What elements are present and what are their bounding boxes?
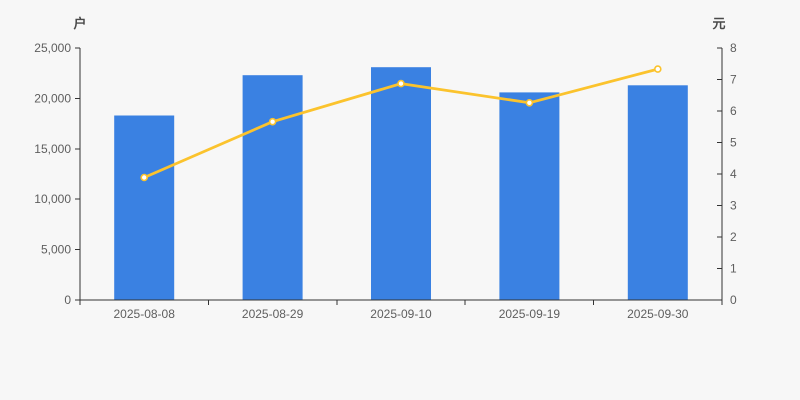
- y-right-tick-label: 4: [730, 167, 737, 181]
- x-axis-label: 2025-08-08: [114, 307, 176, 321]
- y-right-tick-label: 2: [730, 230, 737, 244]
- x-axis-label: 2025-09-10: [370, 307, 432, 321]
- x-axis-label: 2025-09-30: [627, 307, 689, 321]
- y-left-tick-label: 0: [64, 293, 71, 307]
- y-left-tick-label: 5,000: [41, 243, 71, 257]
- y-right-tick-label: 8: [730, 41, 737, 55]
- y-left-tick-label: 20,000: [34, 91, 71, 105]
- bar-2025-08-08[interactable]: [114, 115, 175, 301]
- line-point-2025-08-08[interactable]: [140, 173, 148, 182]
- y-right-tick-label: 6: [730, 104, 737, 118]
- y-right-tick-label: 7: [730, 73, 737, 87]
- y-right-tick-label: 3: [730, 199, 737, 213]
- line-point-2025-09-10[interactable]: [397, 79, 405, 88]
- y-right-tick-label: 5: [730, 136, 737, 150]
- x-axis-label: 2025-09-19: [499, 307, 561, 321]
- left-axis-title: 户: [73, 16, 87, 31]
- right-axis-title: 元: [712, 16, 726, 31]
- y-right-tick-label: 0: [730, 293, 737, 307]
- y-right-tick-label: 1: [730, 262, 737, 276]
- y-left-tick-label: 10,000: [34, 192, 71, 206]
- y-left-tick-label: 15,000: [34, 142, 71, 156]
- bar-2025-09-10[interactable]: [371, 67, 431, 300]
- bar-2025-09-19[interactable]: [499, 92, 560, 301]
- bar-2025-09-30[interactable]: [627, 85, 688, 300]
- line-point-2025-09-19[interactable]: [525, 99, 534, 107]
- x-axis-label: 2025-08-29: [242, 307, 304, 321]
- bar-2025-08-29[interactable]: [242, 75, 303, 300]
- y-left-tick-label: 25,000: [34, 41, 71, 55]
- line-point-2025-08-29[interactable]: [268, 117, 277, 126]
- line-point-2025-09-30[interactable]: [653, 65, 662, 73]
